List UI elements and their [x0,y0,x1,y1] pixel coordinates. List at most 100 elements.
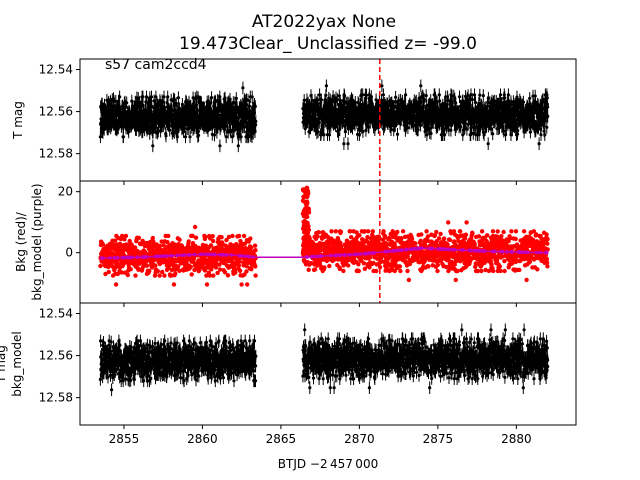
data-point [362,266,368,271]
data-point [192,224,198,230]
data-point [235,105,239,109]
data-point [516,129,520,133]
data-point [449,128,453,132]
data-point [237,268,243,273]
data-point [536,124,541,129]
data-point [128,267,133,272]
data-point [204,106,208,110]
data-point [183,121,187,125]
data-point [302,224,307,230]
data-point [353,119,357,123]
data-point [304,200,310,205]
data-point [171,117,175,122]
data-point [401,102,405,106]
data-point [193,235,199,240]
bkg-model-point [241,254,245,258]
data-point [244,269,249,274]
data-point [217,113,221,117]
data-point [411,119,415,123]
data-point [531,122,536,126]
data-point [528,96,532,100]
data-point [483,267,488,273]
data-point [118,107,122,111]
data-point [112,104,116,108]
data-point [470,125,474,129]
data-point [444,104,448,108]
data-point [223,120,228,124]
data-point [514,120,518,124]
data-point [121,125,126,129]
data-point [326,126,330,130]
data-point [303,127,307,131]
data-point [454,101,458,105]
data-point [212,133,217,137]
data-point [521,100,526,104]
bkg-model-point [182,253,187,257]
data-point [400,229,406,234]
data-point [136,235,142,241]
data-point [348,102,352,106]
data-point [321,128,325,132]
data-point [225,112,230,116]
data-point [362,229,367,234]
data-point [118,95,122,99]
data-point [429,126,433,130]
data-point [317,261,323,267]
data-point [500,102,504,106]
data-point [374,98,378,102]
data-point [457,229,463,234]
data-point [368,120,372,124]
data-point [413,241,418,246]
data-point [418,100,422,104]
data-point [123,104,128,108]
data-point [162,106,167,110]
data-point [147,268,152,274]
data-point [543,133,547,137]
data-point [349,235,354,240]
data-point [314,118,318,123]
data-point [486,119,490,123]
data-point [438,99,442,103]
data-point [432,117,436,121]
data-point [315,234,320,239]
data-point [241,86,245,90]
data-point [327,133,332,137]
data-point [489,262,494,267]
data-point [339,103,343,107]
data-point [167,122,171,126]
data-point [159,129,163,133]
data-point [150,104,154,108]
data-point [544,232,549,237]
data-point [106,127,110,131]
data-point [144,95,149,99]
data-point [359,255,364,260]
data-point [472,93,477,97]
data-point [366,118,371,122]
data-point [122,108,126,112]
bkg-model-point [224,253,229,257]
data-point [429,131,433,136]
data-point [147,118,151,122]
bkg-model-point [108,256,112,260]
data-point [502,268,507,274]
data-point [177,268,182,273]
data-point [148,131,152,135]
data-point [390,101,394,105]
data-point [337,133,341,137]
data-point [209,96,214,100]
data-point [507,236,513,241]
data-point [207,273,212,278]
data-point [399,236,404,241]
data-point [446,220,451,225]
data-point [463,232,469,237]
data-point [406,277,412,283]
data-point [127,130,131,134]
data-point [313,116,317,120]
data-point [517,103,521,107]
data-point [323,98,327,102]
data-point [365,234,370,240]
data-point [252,111,257,115]
data-point [434,229,439,235]
data-point [140,238,145,244]
data-point [322,133,326,137]
